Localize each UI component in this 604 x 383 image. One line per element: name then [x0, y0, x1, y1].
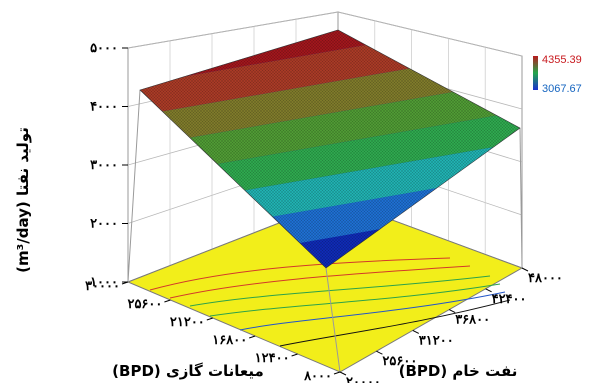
contour-line-green [209, 283, 501, 317]
y-tick-label: ۳۱۲۰۰ [419, 333, 454, 348]
legend-max-label: 4355.39 [542, 54, 582, 66]
y-tick-mark [448, 309, 456, 314]
y-tick-mark [376, 350, 383, 355]
y-tick-mark [412, 329, 420, 334]
x-tick-label: ۲۵۶۰۰ [127, 297, 162, 312]
x-tick-mark [206, 317, 213, 321]
x-tick-label: ۳۰۰۰۰ [85, 279, 120, 294]
x-tick-label: ۸۰۰۰ [303, 369, 332, 383]
y-axis-title: نفت خام (BPD) [399, 362, 518, 380]
y-tick-label: ۲۰۰۰۰ [346, 375, 381, 383]
drop-lines [127, 89, 523, 373]
y-tick-mark [521, 267, 529, 272]
x-tick-mark [291, 353, 298, 357]
x-tick-mark [333, 371, 341, 375]
contour-line-red [149, 257, 451, 291]
x-tick-labels: ۸۰۰۰ ۱۲۴۰۰ ۱۶۸۰۰ ۲۱۲۰۰ ۲۵۶۰۰ ۳۰۰۰۰ [85, 279, 341, 383]
z-axis-title: تولید نفتا (m³/day) [14, 127, 32, 273]
x-tick-label: ۱۲۴۰۰ [255, 351, 290, 366]
color-legend-bar [533, 56, 538, 90]
x-tick-mark [121, 281, 129, 285]
z-tick-label: ۲۰۰۰ [90, 217, 118, 232]
contour-line-black [279, 299, 511, 347]
legend-min-label: 3067.67 [542, 83, 582, 95]
y-tick-mark [339, 371, 347, 376]
x-tick-mark [249, 335, 256, 339]
z-tick-label: ۵۰۰۰ [90, 41, 118, 56]
contour-line-red [169, 265, 471, 299]
y-tick-label: ۲۵۶۰۰ [382, 354, 417, 369]
z-tick-label: ۴۰۰۰ [90, 100, 118, 115]
surface-mesh [139, 29, 521, 269]
color-legend: 4355.39 3067.67 [533, 54, 582, 95]
z-gridline [127, 11, 339, 49]
contour-line-blue [239, 291, 506, 331]
x-axis-title: میعانات گازی (BPD) [112, 362, 264, 380]
z-gridline [337, 11, 523, 57]
y-tick-mark [485, 288, 492, 293]
contour-line-green [189, 275, 491, 307]
z-tick-label: ۱۰۰۰ [90, 275, 118, 290]
z-tick-labels: ۱۰۰۰ ۲۰۰۰ ۳۰۰۰ ۴۰۰۰ ۵۰۰۰ [90, 41, 128, 290]
x-tick-label: ۱۶۸۰۰ [212, 333, 247, 348]
z-tick-label: ۳۰۰۰ [90, 158, 118, 173]
y-tick-label: ۴۸۰۰۰ [528, 271, 563, 286]
x-tick-label: ۲۱۲۰۰ [170, 315, 205, 330]
y-tick-label: ۴۲۴۰۰ [492, 292, 527, 307]
y-tick-label: ۳۶۸۰۰ [455, 313, 490, 328]
x-tick-mark [164, 299, 171, 303]
